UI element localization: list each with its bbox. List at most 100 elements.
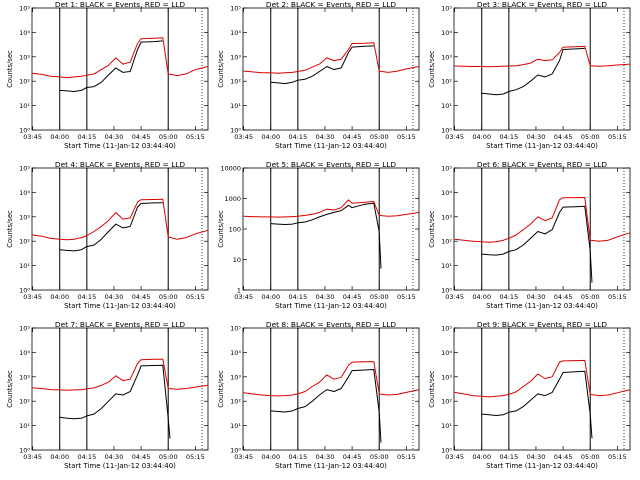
x-axis-label: Start Time (11-Jan-12 03:44:40) (64, 142, 176, 150)
events-series-line (59, 364, 171, 439)
x-tick-label: 04:30 (105, 293, 124, 301)
x-tick-label: 03:45 (23, 453, 42, 461)
events-series-line (481, 205, 593, 283)
x-tick-label: 05:00 (370, 293, 389, 301)
y-tick-label: 10⁰ (230, 127, 241, 135)
x-tick-label: 03:45 (23, 133, 42, 141)
panel-title: Det 5: BLACK = Events, RED = LLD (266, 160, 397, 169)
panel-title: Det 8: BLACK = Events, RED = LLD (266, 320, 397, 329)
y-tick-label: 10¹ (19, 262, 30, 270)
y-axis-label: Counts/sec (6, 50, 14, 88)
y-tick-label: 10³ (19, 53, 30, 61)
x-tick-label: 04:45 (554, 293, 573, 301)
plot-frame (31, 7, 209, 131)
lld-series-line (454, 359, 631, 398)
plot-frame (242, 167, 420, 291)
panel-title: Det 6: BLACK = Events, RED = LLD (477, 160, 608, 169)
y-tick-label: 10⁵ (19, 165, 30, 173)
x-tick-label: 04:15 (288, 293, 307, 301)
detector-panel: Det 3: BLACK = Events, RED = LLD 10⁰ 10¹ 10… (428, 0, 631, 150)
y-axis-label: Counts/sec (428, 370, 436, 408)
y-tick-label: 10¹ (441, 422, 452, 430)
x-tick-label: 05:00 (581, 133, 600, 141)
panel-title: Det 7: BLACK = Events, RED = LLD (55, 320, 186, 329)
events-series-line (270, 45, 374, 85)
y-tick-label: 10² (19, 398, 30, 406)
y-tick-label: 10² (19, 238, 30, 246)
y-tick-label: 10⁰ (441, 127, 452, 135)
x-tick-label: 04:45 (132, 453, 151, 461)
x-tick-label: 05:15 (608, 133, 627, 141)
lld-series-line (32, 358, 209, 391)
x-tick-label: 03:45 (445, 133, 464, 141)
x-tick-label: 03:45 (445, 453, 464, 461)
y-tick-label: 10⁴ (19, 189, 30, 197)
y-tick-label: 10³ (441, 213, 452, 221)
y-tick-label: 10¹ (441, 262, 452, 270)
y-tick-label: 10³ (441, 53, 452, 61)
x-tick-label: 05:15 (186, 133, 205, 141)
x-tick-label: 03:45 (445, 293, 464, 301)
x-axis-label: Start Time (11-Jan-12 03:44:40) (486, 462, 598, 470)
x-tick-label: 04:15 (77, 133, 96, 141)
lld-series-line (243, 361, 420, 397)
events-series-line (481, 47, 585, 96)
x-tick-label: 05:15 (608, 453, 627, 461)
events-series-line (270, 369, 382, 443)
x-tick-label: 04:00 (50, 133, 69, 141)
x-tick-label: 05:00 (581, 453, 600, 461)
y-tick-label: 10² (230, 398, 241, 406)
x-tick-label: 04:15 (77, 293, 96, 301)
detector-panel: Det 6: BLACK = Events, RED = LLD 10⁰ 10¹ 10… (428, 160, 631, 310)
x-tick-label: 04:45 (554, 453, 573, 461)
events-series-line (270, 202, 382, 269)
events-series-line (481, 370, 593, 439)
x-tick-label: 04:00 (261, 133, 280, 141)
y-tick-label: 10³ (19, 213, 30, 221)
x-tick-label: 04:00 (50, 293, 69, 301)
y-tick-label: 10000 (220, 165, 241, 173)
y-tick-label: 10¹ (230, 422, 241, 430)
x-tick-label: 04:30 (316, 133, 335, 141)
detector-panel: Det 7: BLACK = Events, RED = LLD 10⁰ 10¹ 10… (6, 320, 209, 470)
x-tick-label: 04:30 (527, 453, 546, 461)
y-axis-label: Counts/sec (217, 370, 225, 408)
plot-frame (31, 167, 209, 291)
y-axis-label: Counts/sec (428, 50, 436, 88)
lld-series-line (243, 199, 420, 218)
x-tick-label: 04:00 (472, 293, 491, 301)
y-axis-label: Counts/sec (6, 210, 14, 248)
plot-frame (242, 327, 420, 451)
x-tick-label: 04:45 (132, 133, 151, 141)
x-tick-label: 05:15 (397, 293, 416, 301)
y-tick-label: 10⁵ (441, 325, 452, 333)
lld-series-line (32, 198, 209, 241)
x-tick-label: 04:15 (288, 133, 307, 141)
x-axis-label: Start Time (11-Jan-12 03:44:40) (275, 142, 387, 150)
detector-panel: Det 2: BLACK = Events, RED = LLD 10⁰ 10¹ 10… (217, 0, 420, 150)
y-tick-label: 10⁰ (441, 287, 452, 295)
x-tick-label: 05:00 (370, 453, 389, 461)
y-tick-label: 10⁵ (441, 165, 452, 173)
x-tick-label: 04:00 (261, 453, 280, 461)
x-tick-label: 05:00 (370, 133, 389, 141)
y-tick-label: 10¹ (19, 422, 30, 430)
x-tick-label: 05:15 (186, 293, 205, 301)
y-tick-label: 10² (19, 78, 30, 86)
detector-panel: Det 5: BLACK = Events, RED = LLD 1 10 100 10… (217, 160, 420, 310)
x-tick-label: 04:30 (527, 133, 546, 141)
panel-title: Det 4: BLACK = Events, RED = LLD (55, 160, 186, 169)
y-tick-label: 10⁵ (19, 325, 30, 333)
lld-series-line (243, 42, 420, 74)
y-tick-label: 10¹ (230, 102, 241, 110)
detector-panel: Det 4: BLACK = Events, RED = LLD 10⁰ 10¹ 10… (6, 160, 209, 310)
x-tick-label: 04:45 (343, 453, 362, 461)
y-tick-label: 10⁵ (230, 325, 241, 333)
panel-title: Det 2: BLACK = Events, RED = LLD (266, 0, 397, 9)
y-tick-label: 10³ (230, 373, 241, 381)
x-tick-label: 04:00 (472, 453, 491, 461)
x-tick-label: 04:15 (499, 453, 518, 461)
x-axis-label: Start Time (11-Jan-12 03:44:40) (275, 302, 387, 310)
y-tick-label: 10⁰ (19, 447, 30, 455)
plot-frame (453, 327, 631, 451)
